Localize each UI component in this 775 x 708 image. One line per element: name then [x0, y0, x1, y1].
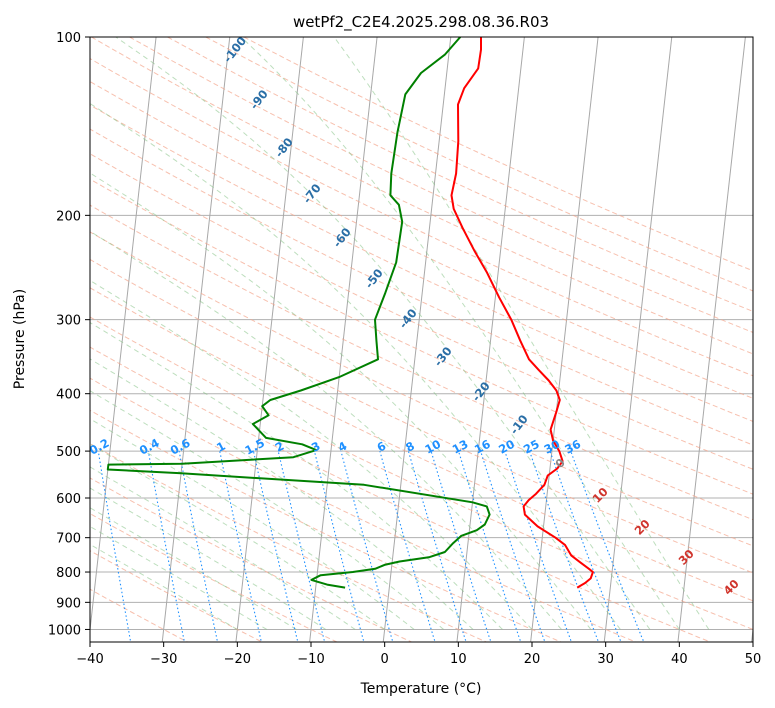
mixing-ratio-line — [457, 450, 522, 642]
mixing-ratio-line — [379, 450, 436, 642]
y-tick-label: 1000 — [48, 623, 81, 638]
isotherm-gridline — [309, 37, 378, 642]
isotherm-gridline — [235, 37, 304, 642]
x-tick-label: −40 — [76, 652, 103, 667]
moist-adiabat — [90, 543, 238, 630]
y-tick-label: 400 — [56, 388, 81, 403]
moist-adiabat — [90, 279, 533, 630]
dry-adiabat — [167, 37, 753, 312]
dry-adiabat — [90, 409, 563, 642]
y-tick-label: 100 — [56, 31, 81, 46]
mixing-ratio-line — [219, 450, 262, 642]
isotherm-gridline — [603, 37, 673, 642]
y-tick-label: 500 — [56, 445, 81, 460]
moist-adiabat — [90, 443, 385, 630]
mixing-ratio-line — [504, 450, 572, 642]
isotherm-gridline — [382, 37, 452, 642]
y-tick-label: 700 — [56, 532, 81, 547]
x-axis-label: Temperature (°C) — [360, 681, 482, 697]
dry-adiabat — [90, 346, 712, 642]
mixing-ratio-line — [252, 450, 299, 642]
mixing-ratio-label: 36 — [562, 437, 583, 457]
moist-adiabat — [90, 230, 562, 630]
x-tick-label: −20 — [224, 652, 251, 667]
x-tick-label: −30 — [150, 652, 177, 667]
dry-adiabat — [90, 231, 753, 547]
dry-adiabat — [90, 377, 637, 642]
mixing-ratio-label: 25 — [521, 437, 542, 457]
mixing-ratio-label: 30 — [542, 437, 563, 457]
x-tick-label: 50 — [745, 652, 762, 667]
dry-adiabat — [90, 316, 753, 630]
mixing-ratio-line — [528, 450, 600, 642]
y-tick-label: 800 — [56, 566, 81, 581]
mixing-ratio-line — [178, 450, 219, 642]
moist-adiabat — [333, 37, 710, 630]
mixing-ratio-line — [97, 451, 132, 642]
mixing-ratio-line — [480, 450, 546, 642]
mixing-ratio-line — [340, 450, 394, 642]
mixing-ratio-line — [313, 450, 365, 642]
plot-frame — [89, 36, 754, 643]
y-axis-label: Pressure (hPa) — [12, 289, 28, 389]
x-tick-label: 10 — [450, 652, 467, 667]
plot-area — [90, 37, 753, 642]
y-tick-label: 600 — [56, 492, 81, 507]
dry-adiabat — [90, 442, 488, 642]
isotherm-gridline — [90, 37, 157, 635]
dry-adiabat — [129, 37, 753, 333]
y-tick-label: 300 — [56, 314, 81, 329]
x-tick-label: 40 — [671, 652, 688, 667]
isotherm-gridline — [161, 37, 231, 642]
moist-adiabat — [90, 525, 268, 630]
axes: −40 −30 −20 −10 0 10 20 30 40 50 100 200 300 400 500 60… — [48, 31, 761, 667]
dry-adiabat — [90, 57, 753, 377]
mixing-ratio-line — [147, 451, 185, 642]
mixing-ratio-line — [430, 450, 492, 642]
isotherm-gridline — [530, 37, 599, 642]
isotherm-gridline — [456, 37, 525, 642]
y-tick-label: 200 — [56, 209, 81, 224]
moist-adiabat — [90, 102, 621, 630]
chart-title: wetPf2_C2E4.2025.298.08.36.R03 — [293, 13, 549, 32]
mixing-ratio-label: 13 — [450, 437, 471, 457]
dry-adiabat — [90, 153, 753, 470]
x-tick-label: 0 — [381, 652, 389, 667]
dry-adiabat — [90, 204, 753, 521]
mixing-ratio-line — [407, 450, 467, 642]
mixing-ratio-label: 16 — [472, 437, 493, 457]
y-tick-label: 900 — [56, 596, 81, 611]
mixing-ratio-line — [570, 450, 645, 642]
dry-adiabat — [90, 128, 753, 446]
mixing-ratio-line — [549, 450, 622, 642]
x-tick-label: −10 — [297, 652, 324, 667]
x-tick-label: 30 — [597, 652, 614, 667]
moist-adiabat — [240, 37, 680, 630]
moist-adiabat — [90, 466, 356, 630]
x-tick-label: 20 — [524, 652, 541, 667]
mixing-ratio-line — [277, 450, 326, 642]
temperature-profile — [450, 37, 594, 589]
dry-adiabat — [90, 477, 413, 642]
dry-adiabat — [90, 80, 753, 399]
moist-adiabat — [90, 172, 592, 630]
mixing-ratio-label: 20 — [496, 437, 517, 457]
moist-adiabat — [115, 37, 651, 630]
dewpoint-profile — [106, 37, 491, 589]
dry-adiabat — [90, 513, 338, 642]
mixing-ratio-label: 10 — [422, 437, 443, 457]
moist-adiabat — [90, 321, 503, 630]
